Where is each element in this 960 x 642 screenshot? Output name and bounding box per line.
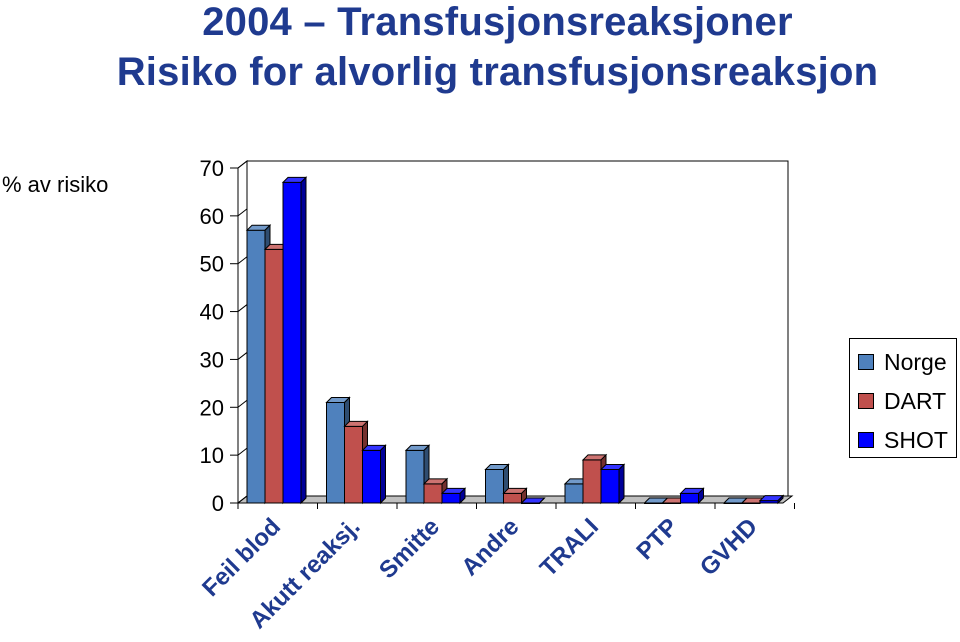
bar-shot-front (600, 469, 620, 504)
bar-norge-front (326, 402, 345, 504)
y-tick-depth (237, 160, 248, 169)
chart-legend: Norge DART SHOT (849, 338, 957, 458)
bar-shot-side (539, 497, 545, 504)
x-category-label: Andre (456, 513, 524, 581)
y-tick-depth (237, 256, 248, 265)
y-tick-depth (237, 399, 248, 408)
chart-title-line-2: Risiko for alvorlig transfusjonsreaksjon (116, 50, 879, 94)
y-tick-depth (237, 352, 248, 360)
bar-shot-side (300, 176, 307, 505)
y-tick-label: 50 (200, 252, 224, 277)
bar-shot-front (680, 492, 699, 504)
legend-label-dart: DART (884, 387, 947, 414)
legend-label-shot: SHOT (884, 426, 948, 453)
legend-swatch-norge (858, 354, 874, 370)
x-category-label: GVHD (695, 513, 763, 581)
bar-shot-front (441, 492, 461, 504)
bar-norge-front (405, 449, 425, 504)
bar-dart-front (503, 492, 522, 504)
y-tick-depth (237, 304, 248, 312)
bar-dart-front (344, 425, 363, 504)
legend-swatch-shot (858, 432, 874, 448)
legend-item-shot: SHOT (858, 427, 948, 453)
y-tick-label: 70 (200, 156, 224, 181)
bar-dart-front (582, 459, 602, 504)
chart-title-line-1: 2004 – Transfusjonsreaksjoner (202, 0, 793, 44)
bar-norge-front (246, 229, 266, 504)
bar-dart-front (264, 248, 284, 504)
bar-shot-side (777, 494, 784, 505)
legend-label-norge: Norge (884, 348, 947, 375)
y-tick-label: 30 (200, 347, 224, 372)
bar-norge-front (564, 483, 584, 504)
bar-shot-side (380, 444, 386, 505)
y-tick-depth (237, 495, 248, 504)
y-tick-depth (237, 208, 248, 217)
y-tick-depth (237, 447, 248, 456)
bar-shot-front (362, 449, 381, 504)
legend-item-dart: DART (858, 388, 946, 414)
x-category-label: Smitte (374, 513, 445, 584)
x-category-label: TRALI (535, 513, 604, 582)
bar-shot-side (698, 487, 704, 505)
y-axis-label: % av risiko (2, 172, 109, 197)
y-tick-label: 0 (212, 491, 224, 516)
bar-shot-side (459, 487, 466, 505)
y-tick-label: 40 (200, 300, 224, 325)
x-category-label: PTP (631, 513, 683, 565)
y-tick-label: 20 (200, 395, 224, 420)
bar-shot-front (282, 181, 302, 504)
legend-swatch-dart (858, 393, 874, 409)
y-tick-label: 60 (200, 204, 224, 229)
y-tick-label: 10 (200, 443, 224, 468)
bar-norge-front (485, 469, 504, 504)
bar-shot-side (618, 463, 625, 505)
bar-dart-front (423, 483, 443, 504)
legend-item-norge: Norge (858, 349, 947, 375)
